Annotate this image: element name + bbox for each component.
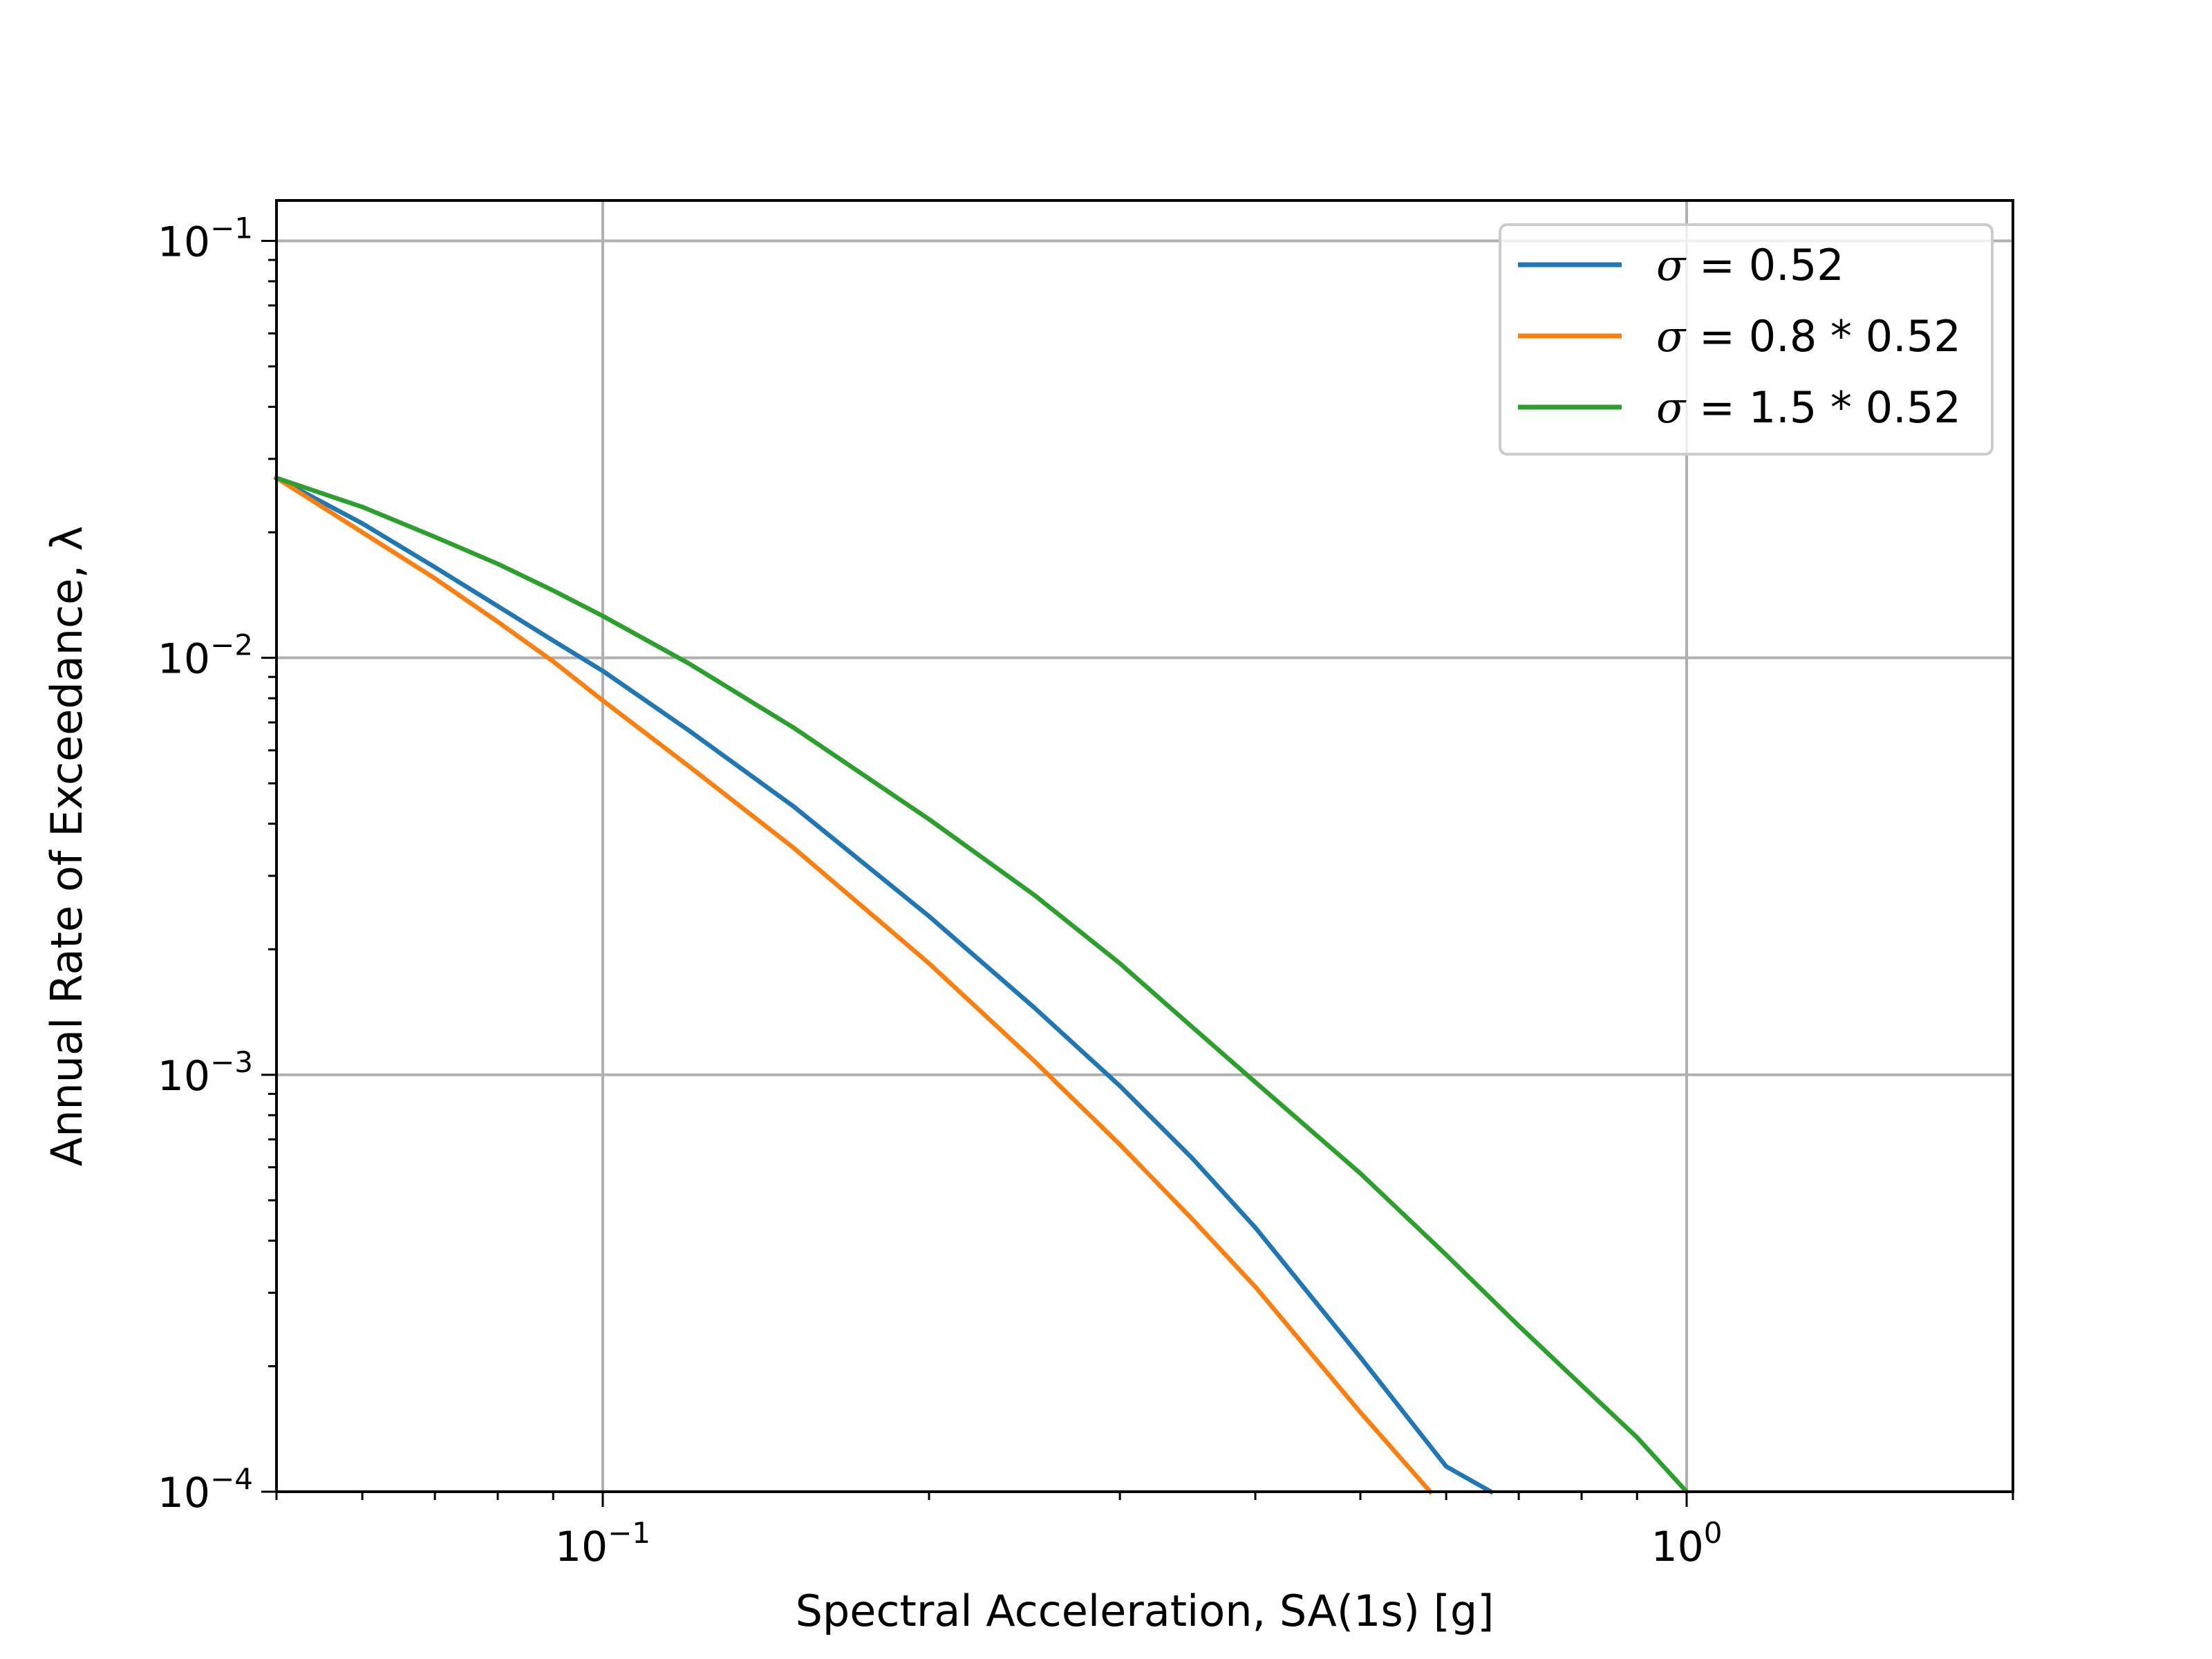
legend-label-3: σ = 1.5 * 0.52 [1656, 382, 1961, 433]
y-tick-label: 10−1 [158, 211, 253, 266]
series-group [273, 474, 1690, 1495]
legend-box [1499, 223, 1994, 456]
series-line-2 [273, 474, 1434, 1495]
legend-label-1: σ = 0.52 [1656, 240, 1844, 290]
y-tick-label: 10−4 [158, 1462, 253, 1517]
y-tick-label: 10−2 [158, 628, 253, 684]
legend: σ = 0.52 σ = 0.8 * 0.52 σ = 1.5 * 0.52 [1499, 223, 1994, 456]
axis-ticks: 10−1 100 10−1 10−2 10−3 10−4 [158, 211, 2014, 1571]
series-line-1 [273, 475, 1494, 1495]
x-tick-label: 10−1 [555, 1516, 650, 1571]
plot-frame [275, 199, 2014, 1493]
series-line-3 [273, 475, 1690, 1495]
legend-label-2: σ = 0.8 * 0.52 [1656, 311, 1961, 362]
x-tick-label: 100 [1651, 1516, 1722, 1571]
y-axis-title: Annual Rate of Exceedance, λ [41, 526, 92, 1167]
y-tick-label: 10−3 [158, 1045, 253, 1100]
x-axis-title: Spectral Acceleration, SA(1s) [g] [796, 1586, 1494, 1636]
